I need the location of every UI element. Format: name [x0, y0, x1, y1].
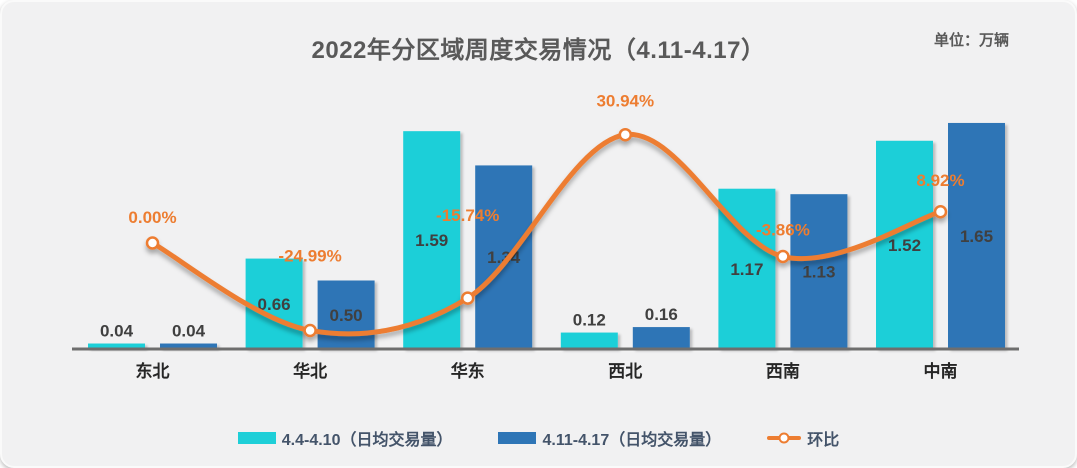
- bar-series1-cat1: [245, 258, 303, 349]
- bar-label-series1-cat0: 0.04: [100, 322, 134, 341]
- legend-item-ratio: 环比: [767, 426, 839, 450]
- bar-series2-cat1: [317, 280, 375, 349]
- line-label-cat2: -15.74%: [436, 206, 499, 225]
- line-marker-cat2: [460, 291, 475, 305]
- bar-label-series1-cat4: 1.17: [730, 260, 763, 279]
- legend-swatch-week1: [237, 432, 276, 444]
- chart-title: 2022年分区域周度交易情况（4.11-4.17）: [311, 37, 766, 64]
- legend-swatch-ratio-line: [767, 432, 802, 444]
- unit-label: 单位：万辆: [933, 32, 1009, 49]
- bar-series1-cat5: [876, 140, 933, 349]
- bar-label-series2-cat0: 0.04: [172, 322, 206, 341]
- bar-label-series2-cat1: 0.50: [330, 306, 363, 325]
- line-marker-cat0: [145, 236, 160, 250]
- line-label-cat4: -3.86%: [756, 221, 810, 240]
- bar-series1-cat3: [560, 332, 618, 349]
- line-marker-cat5: [933, 205, 948, 219]
- bar-label-series2-cat4: 1.13: [802, 263, 835, 282]
- legend: 4.4-4.10（日均交易量） 4.11-4.17（日均交易量） 环比: [2, 426, 1075, 450]
- legend-label-week1: 4.4-4.10（日均交易量）: [281, 432, 453, 449]
- x-tick-label-cat3: 西北: [608, 362, 642, 381]
- bar-label-series1-cat2: 1.59: [415, 231, 448, 250]
- legend-marker-icon: [778, 432, 790, 444]
- bar-label-series2-cat3: 0.16: [645, 305, 678, 324]
- x-tick-label-cat2: 华东: [451, 361, 485, 381]
- bar-series1-cat0: [88, 343, 145, 349]
- x-tick-label-cat0: 东北: [136, 361, 170, 381]
- bar-series2-cat4: [790, 194, 848, 349]
- x-tick-label-cat4: 西南: [766, 361, 800, 381]
- legend-item-week1: 4.4-4.10（日均交易量）: [237, 426, 453, 450]
- bar-series2-cat0: [160, 343, 217, 349]
- bar-label-series2-cat5: 1.65: [960, 227, 993, 246]
- ratio-line-group: [145, 127, 948, 338]
- x-tick-label-cat1: 华北: [293, 361, 327, 381]
- bar-label-series1-cat1: 0.66: [258, 295, 291, 314]
- line-label-cat3: 30.94%: [596, 92, 654, 111]
- bar-series2-cat5: [948, 122, 1005, 349]
- x-tick-label-cat5: 中南: [924, 361, 958, 381]
- ratio-line-path: [150, 132, 943, 337]
- line-label-cat0: 0.00%: [128, 208, 176, 227]
- bar-label-series1-cat3: 0.12: [573, 311, 606, 330]
- line-label-cat5: 8.92%: [916, 171, 964, 190]
- bar-series1-cat2: [403, 131, 461, 349]
- legend-item-week2: 4.11-4.17（日均交易量）: [498, 426, 721, 450]
- bar-series2-cat2: [475, 165, 533, 349]
- legend-swatch-week2: [498, 432, 537, 444]
- bar-series2-cat3: [632, 327, 690, 349]
- line-marker-cat3: [618, 127, 633, 142]
- bar-label-series1-cat5: 1.52: [888, 236, 921, 255]
- line-marker-cat1: [303, 323, 317, 338]
- line-marker-cat4: [776, 249, 790, 264]
- legend-label-ratio: 环比: [807, 432, 840, 449]
- legend-label-week2: 4.11-4.17（日均交易量）: [542, 432, 722, 449]
- line-label-cat1: -24.99%: [278, 246, 341, 265]
